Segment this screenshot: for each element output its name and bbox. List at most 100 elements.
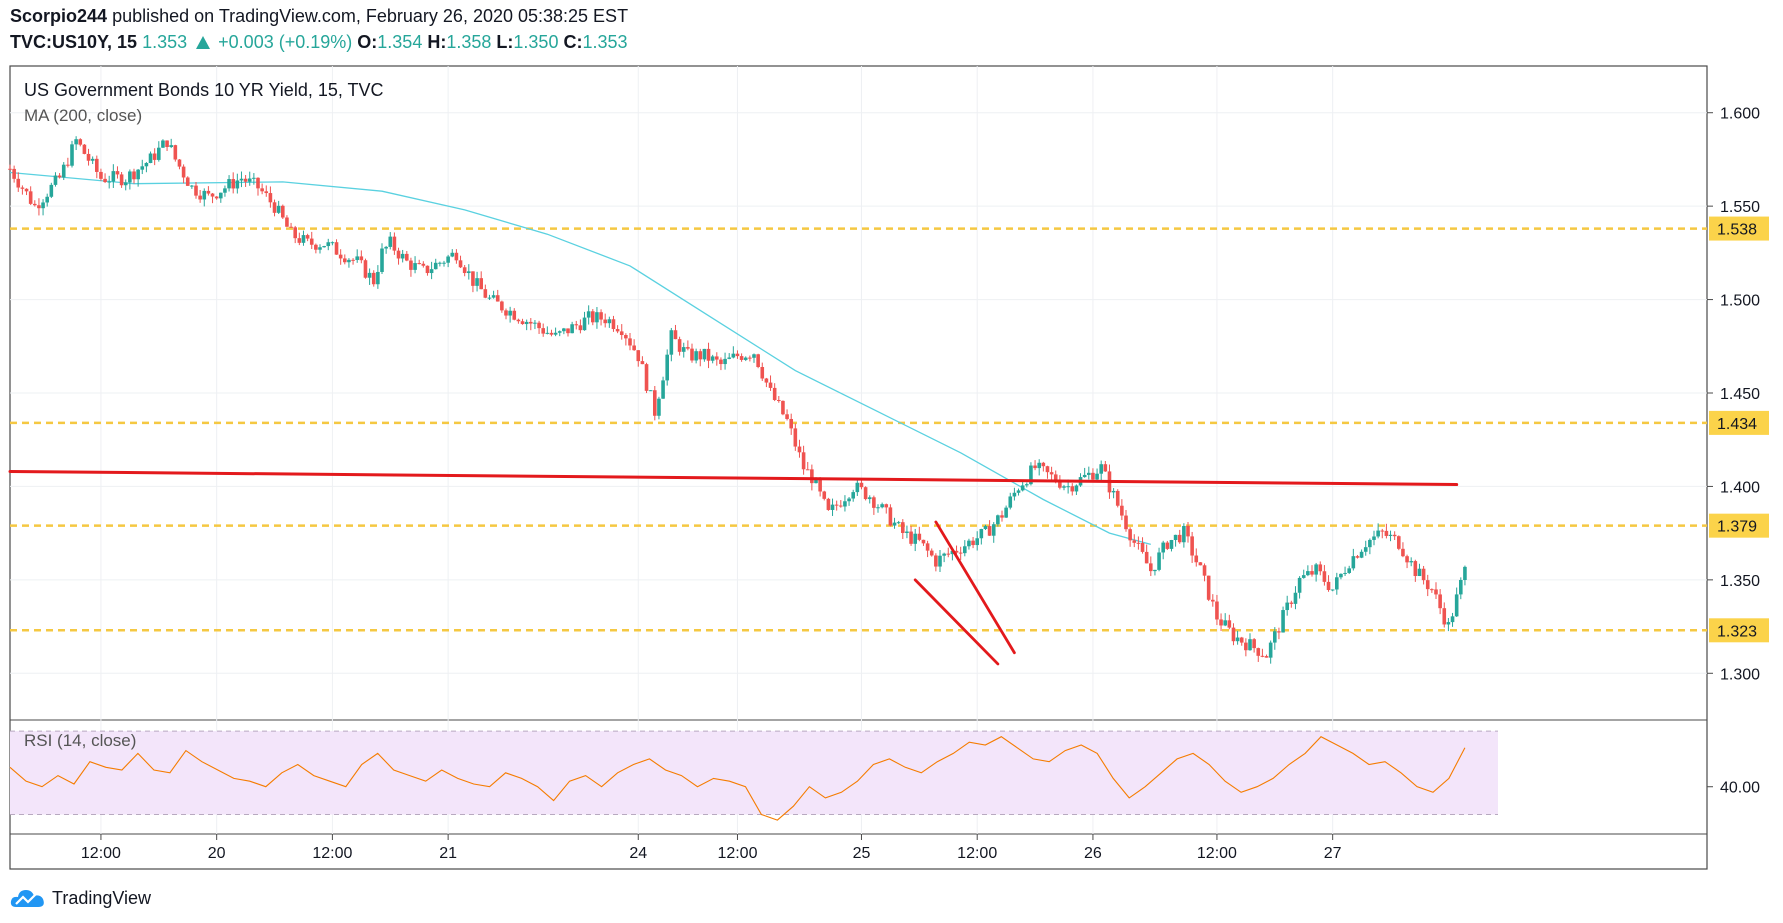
candle-body: [777, 399, 781, 401]
candle-body: [1401, 548, 1405, 557]
candle-body: [1053, 474, 1058, 482]
candle-body: [611, 319, 616, 330]
x-tick-label: 26: [1084, 845, 1102, 862]
candle-body: [66, 164, 70, 166]
wedge-trendline: [934, 520, 1016, 655]
candle-body: [123, 182, 128, 186]
candle-body: [1252, 639, 1256, 649]
candle-body: [330, 242, 335, 244]
footer-logo[interactable]: TradingView: [10, 883, 151, 913]
candle-body: [301, 235, 306, 243]
publisher-line: Scorpio244 published on TradingView.com,…: [10, 6, 628, 27]
last-price: 1.353: [142, 32, 188, 52]
candle-body: [987, 526, 992, 536]
candle-body: [876, 507, 880, 509]
x-tick-label: 24: [629, 845, 647, 862]
published-text: published on TradingView.com, February 2…: [112, 6, 629, 26]
candle-body: [190, 185, 194, 187]
candle-body: [107, 181, 111, 183]
candle-body: [446, 256, 450, 263]
candle-body: [1413, 561, 1418, 577]
candle-body: [1425, 580, 1430, 590]
candle-body: [1446, 622, 1451, 625]
candle-body: [1459, 579, 1463, 595]
candle-body: [1326, 581, 1331, 591]
candle-body: [719, 359, 723, 365]
candle-body: [760, 366, 765, 379]
x-tick-label: 25: [853, 845, 871, 862]
candle-body: [735, 353, 740, 357]
y-tick-label: 1.450: [1720, 386, 1760, 403]
candle-body: [677, 339, 682, 352]
candle-body: [884, 504, 889, 508]
candle-body: [942, 553, 946, 556]
candle-body: [743, 357, 748, 360]
candle-body: [1029, 465, 1033, 485]
level-price-tags: 1.538 1.434 1.379 1.323: [1709, 216, 1769, 643]
candle-body: [1206, 575, 1211, 600]
candle-body: [909, 531, 913, 544]
candle-body: [880, 504, 884, 508]
candle-body: [681, 347, 686, 352]
x-tick-label: 12:00: [312, 845, 352, 862]
candle-body: [801, 452, 806, 470]
candle-body: [851, 492, 855, 499]
x-tick-label: 21: [439, 845, 457, 862]
candle-body: [644, 364, 649, 391]
candle-body: [1430, 589, 1434, 591]
open-value: 1.354: [377, 32, 423, 52]
candle-body: [793, 428, 798, 447]
candle-body: [483, 289, 488, 298]
candle-body: [1310, 571, 1314, 575]
candle-body: [1223, 620, 1227, 626]
candle-body: [925, 543, 930, 551]
candle-body: [1153, 569, 1157, 572]
rsi-legend: RSI (14, close): [24, 731, 137, 750]
candle-body: [1392, 534, 1397, 537]
candle-body: [144, 163, 149, 167]
candle-body: [1438, 594, 1442, 609]
candle-body: [53, 175, 58, 185]
candle-body: [367, 272, 372, 278]
candle-body: [905, 531, 909, 533]
candle-body: [115, 171, 120, 175]
candle-body: [37, 205, 41, 209]
candle-body: [586, 311, 591, 318]
candle-body: [628, 338, 632, 346]
candle-body: [1128, 529, 1132, 541]
candle-body: [161, 140, 165, 148]
candle-body: [694, 351, 698, 361]
candle-body: [1041, 462, 1046, 467]
candle-body: [1244, 642, 1248, 651]
candle-body: [971, 540, 975, 546]
candle-body: [958, 552, 963, 554]
candle-body: [839, 505, 843, 507]
candle-body: [938, 555, 942, 567]
high-value: 1.358: [446, 32, 492, 52]
candle-body: [343, 258, 347, 263]
candle-body: [665, 354, 669, 381]
publisher-name[interactable]: Scorpio244: [10, 6, 108, 26]
candle-body: [152, 153, 157, 160]
candle-body: [57, 175, 62, 178]
candle-body: [574, 324, 579, 326]
candle-body: [219, 192, 223, 199]
candle-body: [264, 191, 269, 194]
candle-body: [710, 356, 715, 361]
candle-body: [1161, 542, 1165, 553]
candle-body: [1268, 642, 1273, 658]
candle-body: [888, 507, 893, 526]
candle-body: [578, 325, 583, 331]
x-tick-label: 27: [1324, 845, 1342, 862]
candle-body: [392, 236, 397, 251]
candle-body: [533, 322, 537, 324]
candle-body: [169, 145, 173, 147]
candle-body: [1111, 490, 1116, 493]
candle-body: [921, 539, 926, 544]
candle-body: [818, 479, 822, 492]
candle-body: [252, 177, 256, 179]
candle-body: [553, 332, 558, 335]
candle-body: [686, 347, 690, 349]
candle-body: [235, 180, 240, 189]
